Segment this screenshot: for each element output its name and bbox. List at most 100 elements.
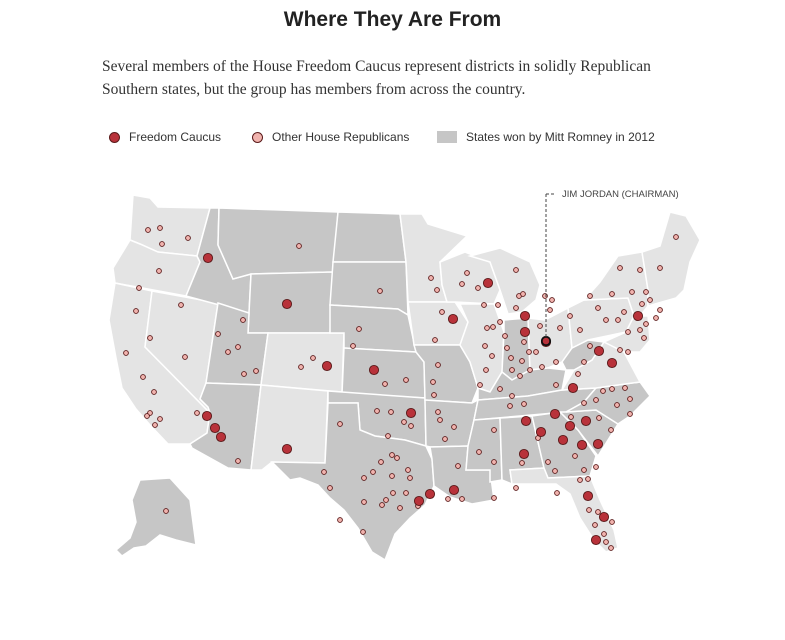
other-republican-dot (509, 393, 515, 399)
legend-romney-states-label: States won by Mitt Romney in 2012 (466, 130, 655, 144)
other-republican-dot (482, 343, 488, 349)
other-republican-dot (593, 464, 599, 470)
other-republican-dot (627, 396, 633, 402)
other-republican-dot (657, 307, 663, 313)
other-republican-dot (163, 508, 169, 514)
other-republican-dot (194, 410, 200, 416)
other-republican-dot (504, 345, 510, 351)
page-title: Where They Are From (283, 8, 502, 31)
freedom-caucus-dot (576, 439, 588, 451)
freedom-caucus-dot (368, 364, 380, 376)
other-republican-dot (435, 362, 441, 368)
freedom-caucus-dot (518, 448, 530, 460)
other-republican-dot (509, 367, 515, 373)
state-colorado (260, 332, 345, 393)
other-republican-dot (625, 349, 631, 355)
other-republican-dot (407, 475, 413, 481)
other-republican-dot (321, 469, 327, 475)
other-republican-dot (439, 309, 445, 315)
other-republican-dot (397, 505, 403, 511)
callout-label: JIM JORDAN (CHAIRMAN) (562, 189, 679, 200)
state-florida (509, 467, 619, 553)
other-republican-dot (527, 367, 533, 373)
other-republican-dot (382, 381, 388, 387)
other-republican-dot (507, 403, 513, 409)
member-dots (123, 225, 679, 551)
other-republican-dot (595, 509, 601, 515)
freedom-caucus-dot (202, 252, 214, 264)
freedom-caucus-dot (447, 313, 459, 325)
state-iowa (407, 301, 469, 346)
other-republican-dot (157, 225, 163, 231)
other-republican-dot (490, 324, 496, 330)
other-republican-dot (491, 459, 497, 465)
freedom-caucus-dot (535, 426, 547, 438)
other-republican-dot (617, 265, 623, 271)
other-republican-dot (225, 349, 231, 355)
other-republican-dot (608, 427, 614, 433)
other-republican-dot (491, 495, 497, 501)
legend-freedom-caucus: Freedom Caucus (109, 130, 221, 144)
other-republican-dot (378, 459, 384, 465)
other-republican-dot (549, 297, 555, 303)
other-republican-dot (151, 389, 157, 395)
other-republican-dot (609, 519, 615, 525)
other-republican-dot (455, 463, 461, 469)
freedom-caucus-dot (209, 422, 221, 434)
other-republican-dot (545, 459, 551, 465)
other-republican-dot (240, 317, 246, 323)
other-republicans-dot-icon (252, 131, 263, 143)
other-republican-dot (567, 313, 573, 319)
other-republican-dot (657, 265, 663, 271)
legend-other-republicans-label: Other House Republicans (272, 130, 410, 144)
other-republican-dot (592, 522, 598, 528)
other-republican-dot (370, 469, 376, 475)
freedom-caucus-dot (564, 420, 576, 432)
other-republican-dot (586, 507, 592, 513)
romney-states-swatch-icon (437, 131, 457, 143)
freedom-caucus-dot (598, 511, 610, 523)
other-republican-dot (585, 476, 591, 482)
other-republican-dot (557, 325, 563, 331)
other-republican-dot (185, 235, 191, 241)
other-republican-dot (577, 327, 583, 333)
freedom-caucus-dot (413, 495, 425, 507)
other-republican-dot (621, 309, 627, 315)
other-republican-dot (157, 416, 163, 422)
other-republican-dot (475, 285, 481, 291)
other-republican-dot (123, 350, 129, 356)
state-alaska (114, 477, 197, 557)
other-republican-dot (350, 343, 356, 349)
other-republican-dot (568, 414, 574, 420)
other-republican-dot (144, 413, 150, 419)
other-republican-dot (435, 409, 441, 415)
other-republican-dot (577, 477, 583, 483)
other-republican-dot (215, 331, 221, 337)
other-republican-dot (356, 326, 362, 332)
other-republican-dot (608, 545, 614, 551)
freedom-caucus-dot (405, 407, 417, 419)
other-republican-dot (484, 325, 490, 331)
other-republican-dot (637, 267, 643, 273)
state-kansas (341, 347, 426, 399)
other-republican-dot (627, 411, 633, 417)
state-new-england (641, 211, 701, 307)
other-republican-dot (554, 490, 560, 496)
other-republican-dot (327, 485, 333, 491)
other-republican-dot (403, 377, 409, 383)
other-republican-dot (389, 473, 395, 479)
freedom-caucus-dot (519, 326, 531, 338)
subtitle: Several members of the House Freedom Cau… (102, 58, 651, 98)
other-republican-dot (526, 349, 532, 355)
other-republican-dot (385, 433, 391, 439)
freedom-caucus-dot (582, 490, 594, 502)
other-republican-dot (459, 496, 465, 502)
other-republican-dot (647, 297, 653, 303)
other-republican-dot (432, 337, 438, 343)
other-republican-dot (575, 371, 581, 377)
state-michigan (467, 247, 541, 315)
other-republican-dot (609, 386, 615, 392)
other-republican-dot (430, 379, 436, 385)
other-republican-dot (622, 385, 628, 391)
